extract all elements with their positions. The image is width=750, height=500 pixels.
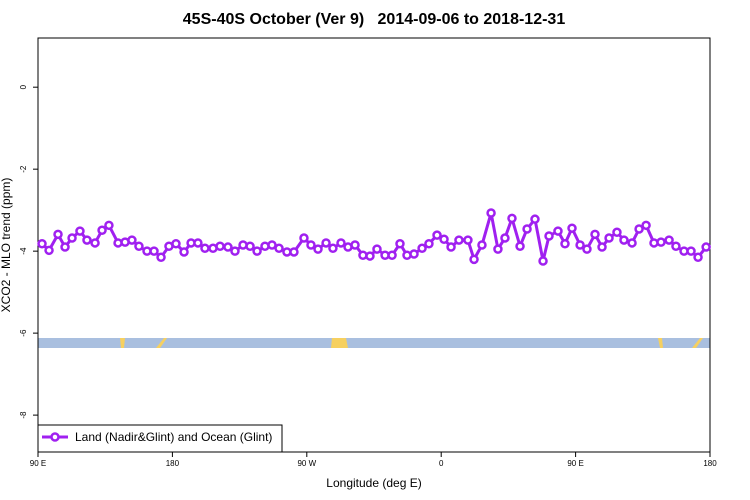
data-point (44, 245, 54, 256)
data-point (97, 225, 107, 235)
data-point (200, 243, 210, 254)
data-point (604, 233, 614, 243)
data-point (686, 246, 696, 256)
x-tick-label: 90 E (567, 459, 583, 468)
data-point (634, 224, 644, 234)
data-point (439, 234, 449, 245)
data-point (37, 239, 47, 249)
data-point (671, 241, 681, 251)
y-tick-label: -6 (19, 329, 28, 337)
data-point (230, 246, 240, 256)
data-point (193, 238, 203, 248)
data-point (299, 233, 309, 243)
data-point (477, 240, 487, 250)
data-point (267, 240, 277, 250)
data-point (693, 252, 703, 263)
data-point (53, 229, 63, 240)
x-axis-label: Longitude (deg E) (326, 476, 421, 490)
data-point (321, 238, 331, 248)
data-point (538, 256, 548, 266)
data-point (553, 226, 563, 236)
legend: Land (Nadir&Glint) and Ocean (Glint) (37, 424, 283, 453)
data-point (560, 239, 570, 249)
data-point (522, 224, 532, 234)
y-tick-label: -8 (19, 411, 28, 419)
data-point (156, 252, 166, 263)
x-tick-label: 0 (439, 459, 444, 468)
data-point (171, 239, 181, 249)
data-point (372, 244, 382, 254)
legend-label: Land (Nadir&Glint) and Ocean (Glint) (75, 430, 272, 444)
data-point (469, 254, 479, 265)
x-tick-label: 180 (703, 459, 717, 468)
data-point (245, 241, 255, 251)
data-point (575, 240, 585, 250)
data-point (590, 229, 600, 240)
data-point (515, 241, 525, 251)
data-point (328, 243, 338, 254)
x-tick-label: 90 W (297, 459, 316, 468)
data-point (252, 246, 262, 256)
data-point (67, 233, 77, 243)
data-point (463, 235, 473, 245)
data-point (582, 244, 592, 254)
data-point (274, 243, 284, 254)
y-tick-label: -4 (19, 247, 28, 255)
data-point (127, 235, 137, 245)
data-point (454, 235, 464, 245)
data-point (530, 214, 540, 224)
data-point (597, 242, 607, 252)
data-point (179, 247, 189, 257)
data-point (82, 235, 92, 245)
data-point (75, 226, 85, 236)
data-point (486, 208, 496, 218)
data-point (567, 223, 577, 233)
data-point (60, 242, 70, 252)
x-tick-label: 90 E (30, 459, 46, 468)
data-point (612, 227, 622, 238)
data-point (641, 220, 651, 231)
data-point (664, 235, 674, 245)
surface-strip (38, 338, 710, 348)
data-point (336, 238, 346, 248)
data-point (656, 237, 666, 247)
data-point (223, 242, 233, 252)
data-point (701, 242, 711, 252)
data-point (104, 220, 114, 231)
data-point (90, 238, 100, 248)
data-point (493, 244, 503, 254)
data-point (432, 230, 442, 240)
legend-marker (50, 432, 60, 442)
y-axis-label: XCO2 - MLO trend (ppm) (0, 178, 13, 313)
chart-title: 45S-40S October (Ver 9) 2014-09-06 to 20… (183, 11, 566, 28)
data-point (365, 251, 375, 261)
data-point (387, 250, 397, 260)
data-point (417, 243, 427, 254)
data-point (507, 213, 517, 224)
data-point (289, 247, 299, 257)
data-point (424, 239, 434, 249)
data-point (446, 242, 456, 252)
x-tick-label: 180 (166, 459, 180, 468)
data-point (149, 246, 159, 256)
data-point (134, 241, 144, 251)
legend-box (37, 424, 283, 453)
y-tick-label: 0 (19, 84, 28, 89)
data-point (627, 238, 637, 248)
data-point (544, 231, 554, 241)
data-point (500, 233, 510, 243)
data-point (619, 235, 629, 245)
data-point (409, 249, 419, 259)
data-point (313, 244, 323, 254)
data-point (395, 239, 405, 249)
data-point (350, 240, 360, 250)
y-tick-label: -2 (19, 165, 28, 173)
data-point (215, 241, 225, 251)
data-point (306, 240, 316, 250)
